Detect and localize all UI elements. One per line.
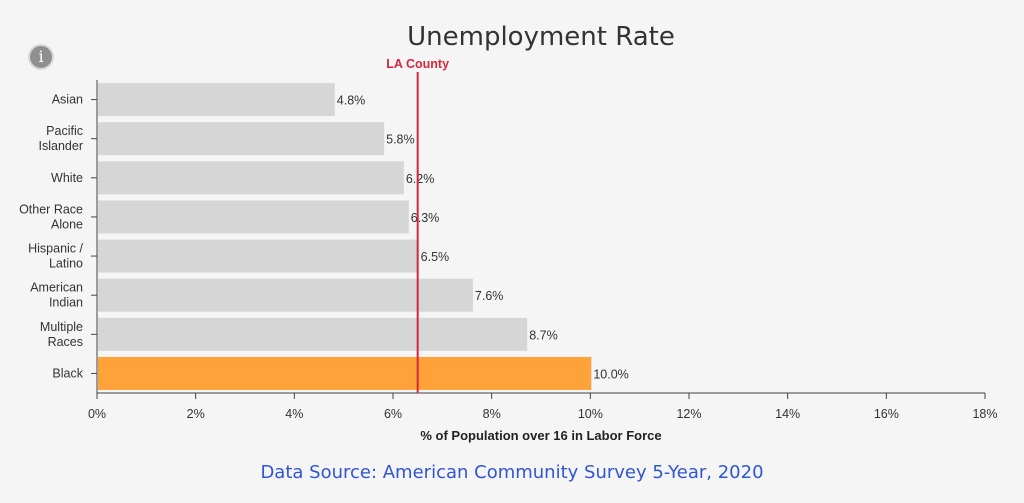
bar-3 <box>98 200 409 234</box>
x-axis-label: % of Population over 16 in Labor Force <box>420 428 661 443</box>
x-tick-label-4: 8% <box>483 407 501 421</box>
category-label-7: Black <box>52 366 83 380</box>
value-label-6: 8.7% <box>529 328 558 342</box>
x-tick-label-8: 16% <box>874 407 899 421</box>
x-tick-label-2: 4% <box>285 407 303 421</box>
bar-4 <box>98 239 419 273</box>
category-label-5-line-1: Indian <box>49 296 83 310</box>
chart: Unemployment Rate 4.8% 5.8% 6.2% 6.3% 6.5% 7.… <box>19 22 997 443</box>
x-tick-label-7: 14% <box>775 407 800 421</box>
value-label-0: 4.8% <box>337 94 366 108</box>
bar-6 <box>98 317 528 351</box>
category-label-6-line-0: Multiple <box>40 320 83 334</box>
x-tick-label-0: 0% <box>88 407 106 421</box>
x-tick-label-5: 10% <box>578 407 603 421</box>
chart-title: Unemployment Rate <box>407 22 675 52</box>
value-label-1: 5.8% <box>386 133 415 147</box>
value-label-4: 6.5% <box>421 250 450 264</box>
data-source-text: Data Source: American Community Survey 5… <box>260 462 764 483</box>
category-label-1-line-0: Pacific <box>46 124 83 138</box>
bar-7 <box>98 356 592 390</box>
category-label-4-line-1: Latino <box>49 257 83 271</box>
category-label-3-line-0: Other Race <box>19 202 83 216</box>
la-county-reference-label: LA County <box>386 57 449 71</box>
value-label-2: 6.2% <box>406 172 435 186</box>
x-tick-label-6: 12% <box>676 407 701 421</box>
x-tick-label-9: 18% <box>972 407 997 421</box>
value-label-3: 6.3% <box>411 211 440 225</box>
x-tick-label-1: 2% <box>187 407 205 421</box>
bar-0 <box>98 83 335 117</box>
bar-1 <box>98 122 385 156</box>
category-label-3-line-1: Alone <box>51 217 83 231</box>
category-label-0: Asian <box>52 93 83 107</box>
value-label-7: 10.0% <box>593 367 628 381</box>
x-tick-label-3: 6% <box>384 407 402 421</box>
bar-2 <box>98 161 404 195</box>
bar-5 <box>98 278 473 312</box>
category-label-5-line-0: American <box>30 281 83 295</box>
category-label-4-line-0: Hispanic / <box>28 242 83 256</box>
value-label-5: 7.6% <box>475 289 504 303</box>
category-label-1-line-1: Islander <box>39 139 83 153</box>
info-icon[interactable]: i <box>28 44 54 70</box>
category-label-6-line-1: Races <box>48 335 83 349</box>
category-label-2: White <box>51 171 83 185</box>
